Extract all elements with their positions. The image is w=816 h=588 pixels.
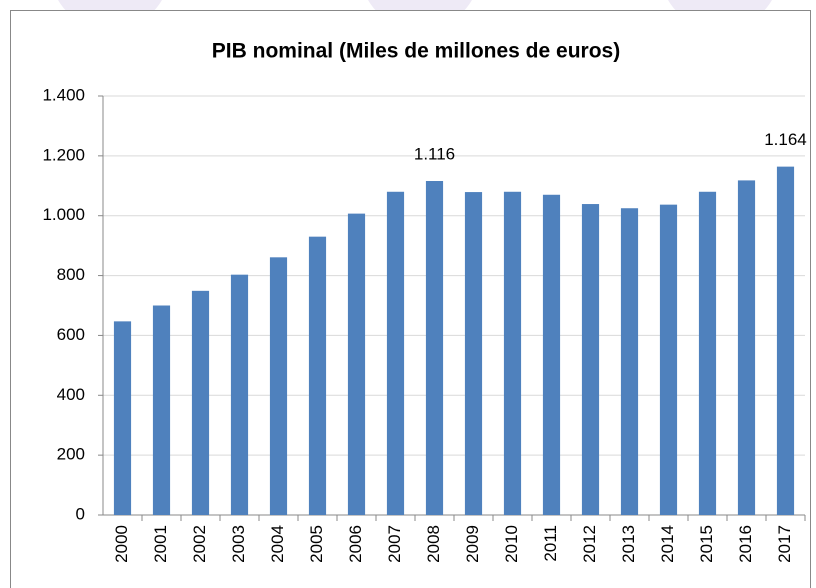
- y-tick-label: 200: [57, 445, 85, 464]
- bar: [659, 204, 678, 515]
- x-tick-label: 2011: [541, 525, 560, 562]
- y-tick-label: 1.200: [42, 145, 85, 164]
- bar: [152, 305, 171, 515]
- x-tick-label: 2003: [229, 525, 248, 563]
- bar: [698, 191, 717, 515]
- bar: [386, 191, 405, 515]
- x-tick-label: 2010: [502, 525, 521, 563]
- bar: [737, 180, 756, 516]
- data-label: 1.116: [414, 144, 455, 163]
- bar: [347, 213, 366, 515]
- x-tick-label: 2004: [268, 525, 287, 563]
- x-tick-label: 2007: [385, 525, 404, 563]
- bar: [503, 191, 522, 515]
- x-tick-label: 2009: [463, 525, 482, 563]
- bar: [230, 274, 249, 515]
- bar: [425, 180, 444, 516]
- bar: [464, 192, 483, 515]
- x-tick-label: 2001: [151, 525, 170, 563]
- x-tick-label: 2000: [112, 525, 131, 563]
- x-tick-label: 2012: [580, 525, 599, 563]
- y-tick-label: 400: [57, 385, 85, 404]
- x-tick-label: 2002: [190, 525, 209, 563]
- y-tick-label: 800: [57, 265, 85, 284]
- bar: [542, 194, 561, 515]
- y-tick-label: 1.400: [42, 85, 85, 104]
- data-label: 1.164: [764, 130, 807, 149]
- bar: [113, 321, 132, 515]
- x-tick-label: 2006: [346, 525, 365, 563]
- y-tick-label: 600: [57, 325, 85, 344]
- y-tick-label: 1.000: [42, 205, 85, 224]
- bar: [191, 290, 210, 515]
- bar: [581, 204, 600, 515]
- x-tick-label: 2016: [736, 525, 755, 563]
- chart-title: PIB nominal (Miles de millones de euros): [212, 40, 620, 63]
- x-tick-label: 2014: [658, 525, 677, 563]
- x-tick-label: 2017: [775, 525, 794, 563]
- bar: [620, 208, 639, 515]
- bar: [269, 257, 288, 515]
- x-tick-label: 2008: [424, 525, 443, 563]
- y-tick-label: 0: [76, 504, 85, 523]
- x-tick-label: 2015: [697, 525, 716, 563]
- bar: [776, 166, 795, 516]
- x-tick-label: 2005: [307, 525, 326, 563]
- x-tick-label: 2013: [619, 525, 638, 563]
- bar: [308, 236, 327, 515]
- chart-frame: [10, 10, 811, 588]
